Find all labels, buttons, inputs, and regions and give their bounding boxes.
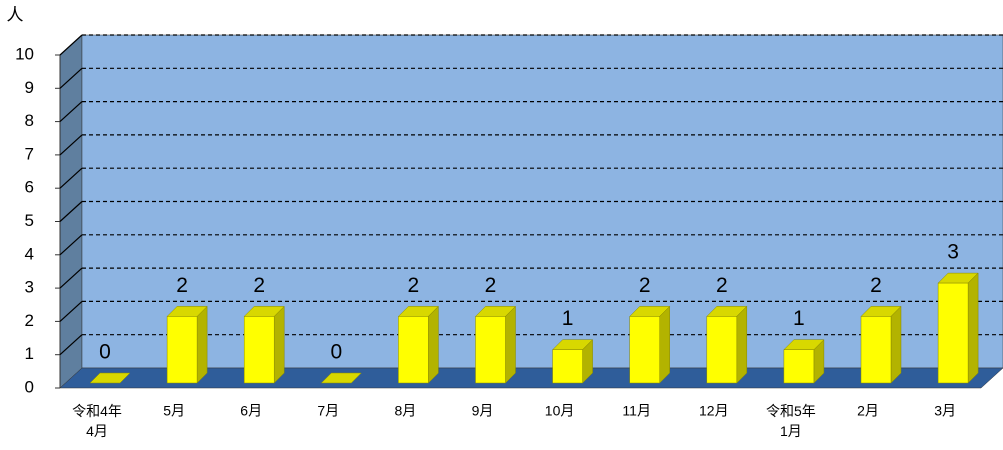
y-tick-label: 7 xyxy=(25,144,34,163)
x-tick-label: 令和5年 1月 xyxy=(766,403,816,439)
x-tick-label: 5月 xyxy=(163,403,185,419)
x-tick-label: 3月 xyxy=(934,403,956,419)
data-label: 0 xyxy=(330,341,342,364)
bar xyxy=(860,316,892,384)
y-tick-label: 2 xyxy=(25,311,34,330)
bar xyxy=(937,282,969,384)
bar-top xyxy=(89,372,131,384)
bar-side xyxy=(736,305,748,384)
x-tick-label: 10月 xyxy=(545,403,575,419)
grid-line xyxy=(59,167,83,189)
grid-line xyxy=(59,67,83,89)
y-axis-label: 人 xyxy=(7,5,24,24)
grid-line xyxy=(59,134,83,156)
bar-side xyxy=(196,305,208,384)
grid-line xyxy=(59,234,83,256)
x-tick-label: 6月 xyxy=(240,403,262,419)
bar-side xyxy=(659,305,670,384)
bar xyxy=(629,316,660,384)
bar xyxy=(398,316,429,384)
data-label: 1 xyxy=(793,307,805,330)
x-tick-label: 9月 xyxy=(472,403,494,419)
data-label: 1 xyxy=(562,307,574,330)
bar xyxy=(706,316,738,384)
data-label: 2 xyxy=(485,274,497,297)
x-tick-label: 11月 xyxy=(622,403,651,419)
x-tick-label: 12月 xyxy=(699,403,729,419)
grid-line xyxy=(59,300,83,322)
x-tick-label: 8月 xyxy=(395,403,417,419)
data-label: 2 xyxy=(870,274,882,297)
x-tick-label: 令和4年 4月 xyxy=(72,403,122,439)
bar xyxy=(475,316,506,384)
bar-side xyxy=(967,272,979,384)
grid-line xyxy=(59,267,83,289)
y-tick-label: 8 xyxy=(25,111,34,130)
data-label: 2 xyxy=(408,274,420,297)
y-tick-label: 10 xyxy=(15,44,34,63)
floor xyxy=(59,367,1003,389)
x-tick-label: 2月 xyxy=(857,403,879,419)
y-tick-label: 1 xyxy=(25,344,34,363)
bar-side xyxy=(428,305,439,384)
data-label: 2 xyxy=(639,274,651,297)
bar-side xyxy=(505,305,516,384)
bar xyxy=(243,316,275,384)
y-tick-label: 5 xyxy=(25,211,34,230)
back-wall xyxy=(81,34,1003,369)
grid-line xyxy=(59,101,83,123)
data-label: 2 xyxy=(716,274,728,297)
bar-side xyxy=(273,305,285,384)
bar-top xyxy=(320,372,362,384)
y-tick-label: 4 xyxy=(25,244,34,263)
x-tick-label: 7月 xyxy=(317,403,339,419)
data-label: 2 xyxy=(176,274,188,297)
bar xyxy=(783,349,815,384)
grid-line xyxy=(59,334,83,356)
y-tick-label: 0 xyxy=(25,377,34,396)
bar xyxy=(552,349,583,384)
grid-line xyxy=(59,201,83,222)
y-tick-label: 9 xyxy=(25,78,34,97)
data-label: 2 xyxy=(253,274,265,297)
data-label: 0 xyxy=(99,341,111,364)
data-label: 3 xyxy=(947,241,959,264)
grid-line xyxy=(59,34,83,56)
bar xyxy=(166,316,198,384)
y-tick-label: 6 xyxy=(25,178,34,197)
y-tick-label: 3 xyxy=(25,278,34,297)
bar-side xyxy=(890,305,902,384)
